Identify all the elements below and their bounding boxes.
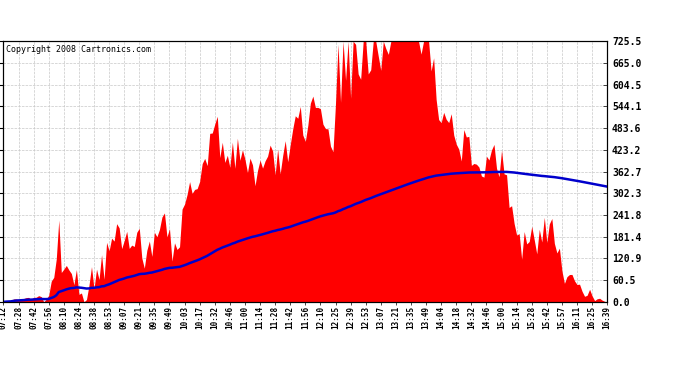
Text: East Array Actual Power (red) & Running Average Power (blue) (Watts)  Wed Jan 23: East Array Actual Power (red) & Running …: [3, 15, 541, 25]
Text: Copyright 2008 Cartronics.com: Copyright 2008 Cartronics.com: [6, 45, 152, 54]
